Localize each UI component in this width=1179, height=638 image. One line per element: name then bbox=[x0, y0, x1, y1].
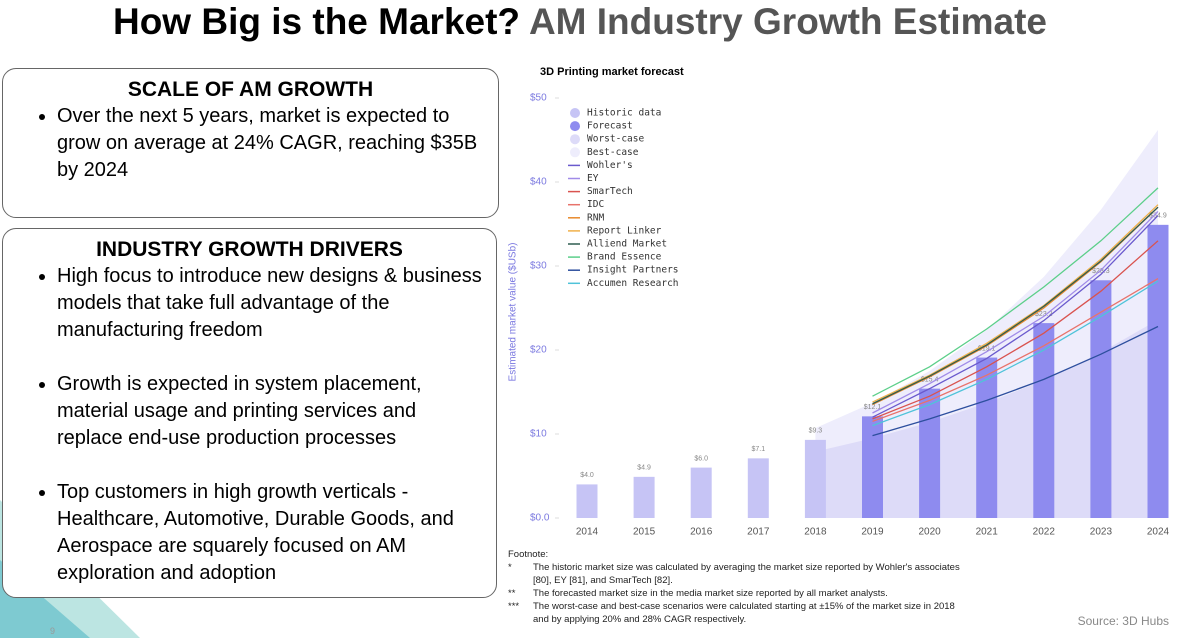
x-tick-label: 2023 bbox=[1090, 527, 1113, 538]
box-heading: SCALE OF AM GROWTH bbox=[127, 78, 374, 101]
title-main: How Big is the Market? bbox=[112, 1, 521, 42]
bullet: High focus to introduce new designs & bu… bbox=[57, 263, 482, 344]
scale-box: SCALE OF AM GROWTH Over the next 5 years… bbox=[2, 68, 499, 218]
x-tick-label: 2014 bbox=[576, 527, 599, 538]
source: Source: 3D Hubs bbox=[1077, 614, 1169, 628]
bar bbox=[1090, 280, 1112, 518]
legend-label: Forecast bbox=[587, 121, 633, 132]
legend-swatch bbox=[570, 134, 580, 145]
bar bbox=[1033, 323, 1055, 518]
legend-swatch bbox=[570, 108, 580, 118]
line bbox=[872, 210, 1159, 414]
line bbox=[872, 278, 1159, 423]
bullet: Growth is expected in system placement, … bbox=[57, 371, 482, 452]
value-label: $4.9 bbox=[637, 465, 651, 472]
legend-label: IDC bbox=[587, 199, 604, 210]
value-label: $9.3 bbox=[809, 428, 823, 435]
value-label: $4.0 bbox=[580, 472, 594, 479]
footnote: Footnote: * The historic market size was … bbox=[508, 548, 968, 626]
legend-swatch bbox=[570, 121, 580, 132]
bar bbox=[576, 484, 598, 518]
x-tick-label: 2016 bbox=[690, 527, 713, 538]
value-label: $15.4 bbox=[921, 376, 939, 383]
legend-label: Best-case bbox=[587, 147, 639, 158]
marker: * bbox=[508, 562, 512, 573]
bar bbox=[804, 439, 826, 518]
x-tick-label: 2015 bbox=[633, 527, 656, 538]
y-tick-label: $10 bbox=[530, 429, 547, 440]
x-tick-label: 2019 bbox=[861, 527, 884, 538]
legend-label: SmarTech bbox=[587, 186, 633, 197]
legend-label: Wohler's bbox=[587, 160, 633, 171]
legend-label: Brand Essence bbox=[587, 252, 662, 263]
value-label: $23.2 bbox=[1035, 311, 1053, 318]
y-axis-label: Estimated market value ($USb) bbox=[508, 243, 519, 382]
value-label: $28.3 bbox=[1092, 268, 1110, 275]
bar bbox=[747, 458, 769, 518]
footnote-heading: Footnote: bbox=[508, 549, 549, 560]
chart-title: 3D Printing market forecast bbox=[540, 66, 684, 78]
bar bbox=[919, 388, 941, 518]
legend-label: RNM bbox=[587, 212, 604, 223]
footnote-text: The forecasted market size in the media … bbox=[533, 588, 888, 599]
line bbox=[872, 240, 1159, 420]
legend-label: Insight Partners bbox=[587, 265, 679, 276]
x-tick-label: 2017 bbox=[747, 527, 770, 538]
footnote-text: The worst-case and best-case scenarios w… bbox=[533, 601, 955, 625]
footnote-text: The historic market size was calculated … bbox=[533, 562, 960, 586]
bar bbox=[633, 476, 655, 518]
x-tick-label: 2024 bbox=[1147, 527, 1170, 538]
value-label: $7.1 bbox=[751, 446, 765, 453]
box-heading: INDUSTRY GROWTH DRIVERS bbox=[96, 238, 403, 261]
x-tick-label: 2021 bbox=[976, 527, 999, 538]
marker: ** bbox=[508, 588, 516, 599]
line bbox=[872, 204, 1159, 403]
title-accent: AM Industry Growth Estimate bbox=[528, 1, 1048, 42]
y-tick-label: $30 bbox=[530, 261, 547, 272]
y-tick-label: $40 bbox=[530, 177, 547, 188]
bar bbox=[976, 357, 998, 518]
drivers-box: INDUSTRY GROWTH DRIVERS High focus to in… bbox=[2, 228, 497, 598]
line bbox=[872, 215, 1159, 418]
y-tick-label: $50 bbox=[530, 93, 547, 104]
x-tick-label: 2018 bbox=[804, 527, 827, 538]
legend-swatch bbox=[570, 147, 580, 158]
legend-label: Historic data bbox=[587, 108, 661, 119]
line bbox=[872, 206, 1159, 405]
slide-number: 9 bbox=[50, 626, 56, 636]
legend-label: Worst-case bbox=[587, 134, 644, 145]
value-label: $19.1 bbox=[978, 345, 996, 352]
value-label: $6.0 bbox=[694, 455, 708, 462]
line bbox=[872, 187, 1159, 397]
line bbox=[872, 280, 1159, 427]
value-label: $12.1 bbox=[864, 404, 882, 411]
bar bbox=[690, 467, 712, 518]
marker: *** bbox=[508, 601, 520, 612]
x-tick-label: 2020 bbox=[918, 527, 941, 538]
legend-label: Accumen Research bbox=[587, 278, 679, 289]
slide-title: How Big is the Market? AM Industry Growt… bbox=[0, 0, 1160, 44]
bullet: Over the next 5 years, market is expecte… bbox=[57, 103, 484, 184]
y-tick-label: $0.0 bbox=[530, 513, 550, 524]
bullet: Top customers in high growth verticals -… bbox=[57, 479, 482, 587]
bar bbox=[862, 416, 883, 518]
line bbox=[872, 325, 1159, 437]
legend-label: Report Linker bbox=[587, 225, 662, 236]
bar bbox=[1147, 224, 1169, 518]
y-tick-label: $20 bbox=[530, 345, 547, 356]
legend-label: Alliend Market bbox=[587, 239, 667, 250]
x-tick-label: 2022 bbox=[1033, 527, 1056, 538]
legend-label: EY bbox=[587, 173, 599, 184]
